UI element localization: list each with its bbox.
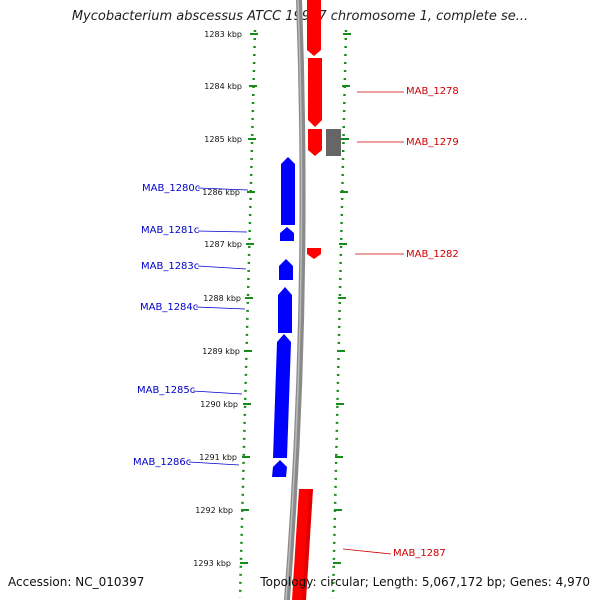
gene-label-MAB_1279[interactable]: MAB_1279 [406,137,459,148]
kbp-label: 1292 kbp [195,506,233,515]
ruler-track-left [238,29,257,599]
gene-MAB_1280c[interactable] [281,157,295,225]
ruler-ticks-right [333,33,351,564]
kbp-label: 1291 kbp [199,453,237,462]
kbp-label: 1290 kbp [200,400,238,409]
gene-label-MAB_1285c[interactable]: MAB_1285c [137,385,195,396]
kbp-label: 1288 kbp [203,294,241,303]
gene-MAB_1282[interactable] [307,248,321,259]
gene-MAB_1287-shade [302,489,313,600]
gene-MAB_1281c[interactable] [280,227,294,241]
gene-MAB_1285c[interactable] [273,334,291,458]
gene-MAB_1277[interactable] [307,0,321,56]
gene-MAB_1284c[interactable] [278,287,292,333]
genome-backbone-highlight [285,0,303,600]
kbp-label: 1283 kbp [204,30,242,39]
kbp-label: 1286 kbp [202,188,240,197]
kbp-label: 1289 kbp [202,347,240,356]
gene-MAB_1279[interactable] [326,129,341,156]
gene-label-MAB_1287[interactable]: MAB_1287 [393,548,446,559]
gene-label-MAB_1283c[interactable]: MAB_1283c [141,261,199,272]
ruler-track-right [331,29,348,599]
kbp-label: 1287 kbp [204,240,242,249]
kbp-label: 1293 kbp [193,559,231,568]
gene-label-MAB_1282[interactable]: MAB_1282 [406,249,459,260]
gene-MAB_1286c[interactable] [272,460,287,477]
kbp-label: 1284 kbp [204,82,242,91]
genome-backbone [284,0,306,600]
ruler-labels: 1283 kbp 1284 kbp 1285 kbp 1286 kbp 1287… [193,30,242,568]
accession-text: Accession: NC_010397 [8,575,145,589]
gene-label-MAB_1278[interactable]: MAB_1278 [406,86,459,97]
gene-label-MAB_1284c[interactable]: MAB_1284c [140,302,198,313]
leader-lines-reverse [188,187,249,466]
gene-MAB_1283c[interactable] [279,259,293,280]
leader-lines-forward [342,91,404,555]
gene-MAB_1279-fwd[interactable] [308,129,322,156]
gene-label-MAB_1286c[interactable]: MAB_1286c [133,457,191,468]
ruler-ticks-left [240,33,258,564]
kbp-label: 1285 kbp [204,135,242,144]
gene-label-MAB_1280c[interactable]: MAB_1280c [142,183,200,194]
gene-MAB_1278[interactable] [308,58,322,127]
gene-label-MAB_1281c[interactable]: MAB_1281c [141,225,199,236]
topology-summary: Topology: circular; Length: 5,067,172 bp… [260,575,590,589]
